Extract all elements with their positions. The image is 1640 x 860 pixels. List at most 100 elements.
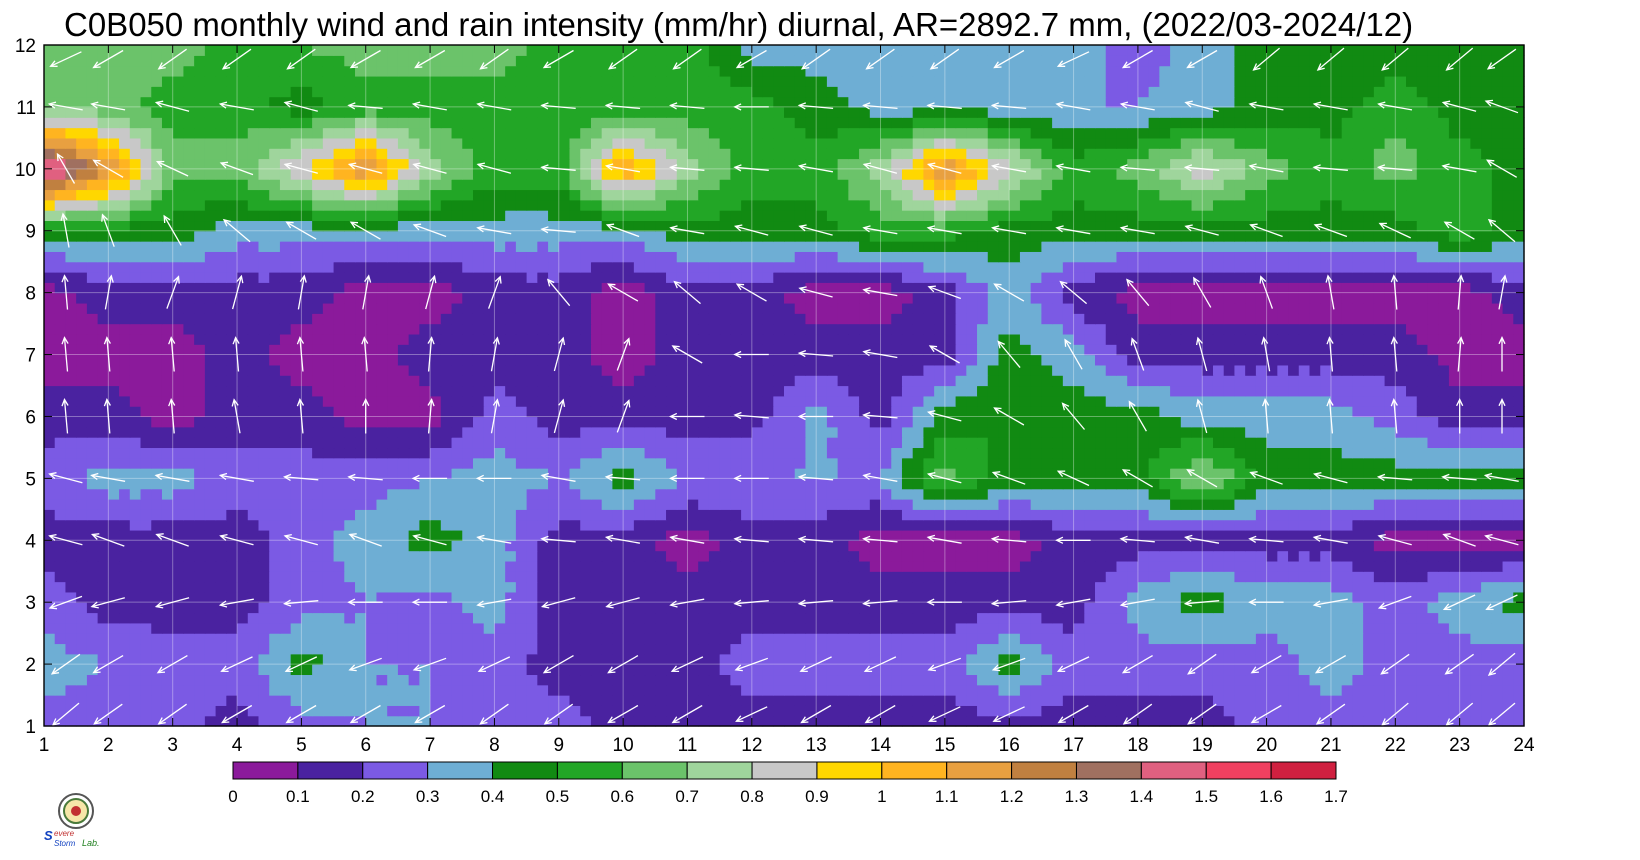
heat-cell xyxy=(376,447,388,459)
heat-cell xyxy=(76,674,88,686)
heat-cell xyxy=(1470,499,1482,510)
heat-cell xyxy=(666,705,678,717)
heat-cell xyxy=(1266,499,1278,510)
heat-cell xyxy=(1395,633,1407,645)
heat-cell xyxy=(1191,364,1203,376)
heat-cell xyxy=(1309,581,1321,593)
heat-cell xyxy=(119,488,131,500)
heat-cell xyxy=(247,622,260,634)
heat-cell xyxy=(129,519,142,531)
heat-cell xyxy=(1277,468,1289,479)
heat-cell xyxy=(451,385,463,397)
heat-cell xyxy=(1234,447,1246,459)
heat-cell xyxy=(1212,591,1225,603)
heat-cell xyxy=(430,695,442,706)
heat-cell xyxy=(901,416,914,428)
heat-cell xyxy=(97,426,109,438)
heat-cell xyxy=(805,602,817,614)
heat-cell xyxy=(526,622,538,634)
heat-cell xyxy=(901,406,914,418)
heat-cell xyxy=(880,560,892,572)
heat-cell xyxy=(172,705,185,717)
heat-cell xyxy=(1266,509,1278,521)
heat-cell xyxy=(569,375,581,387)
heat-cell xyxy=(1202,705,1214,717)
heat-cell xyxy=(204,591,217,603)
heat-cell xyxy=(966,509,978,521)
heat-cell xyxy=(515,705,528,717)
heat-cell xyxy=(987,602,1000,614)
heat-cell xyxy=(548,375,560,387)
heat-cell xyxy=(472,602,485,614)
heat-cell xyxy=(140,560,152,572)
heat-cell xyxy=(140,457,152,469)
heat-cell xyxy=(226,499,238,510)
heat-cell xyxy=(730,622,742,634)
heat-cell xyxy=(741,447,753,459)
heat-cell xyxy=(784,674,796,686)
heat-cell xyxy=(333,499,345,510)
heat-cell xyxy=(1330,437,1343,449)
heat-cell xyxy=(794,591,807,603)
heat-cell xyxy=(1266,684,1278,696)
heat-cell xyxy=(119,344,131,356)
heat-cell xyxy=(344,478,356,490)
heat-cell xyxy=(54,488,67,500)
heat-cell xyxy=(76,437,88,449)
heat-cell xyxy=(526,653,538,665)
heat-cell xyxy=(805,385,817,397)
heat-cell xyxy=(1137,395,1150,407)
heat-cell xyxy=(1320,375,1332,387)
heat-cell xyxy=(687,426,699,438)
heat-cell xyxy=(719,457,731,469)
heat-cell xyxy=(558,499,571,510)
heat-cell xyxy=(451,519,463,531)
heat-cell xyxy=(397,416,410,428)
heat-cell xyxy=(966,540,978,552)
heat-cell xyxy=(719,385,731,397)
heat-cell xyxy=(708,695,721,706)
heat-cell xyxy=(1105,426,1118,438)
heat-cell xyxy=(1266,591,1278,603)
heat-cell xyxy=(773,395,785,407)
heat-cell xyxy=(580,519,592,531)
heat-cell xyxy=(1459,653,1471,665)
heat-cell xyxy=(1298,499,1311,510)
heat-cell xyxy=(54,509,67,521)
heat-cell xyxy=(1438,447,1450,459)
heat-cell xyxy=(119,560,131,572)
heat-cell xyxy=(1266,437,1278,449)
heat-cell xyxy=(419,633,431,645)
heat-cell xyxy=(183,633,195,645)
heat-cell xyxy=(365,395,378,407)
heat-cell xyxy=(977,705,989,717)
heat-cell xyxy=(1180,519,1193,531)
heat-cell xyxy=(569,437,581,449)
heat-cell xyxy=(515,509,528,521)
heat-cell xyxy=(794,633,807,645)
heat-cell xyxy=(1330,509,1343,521)
heat-cell xyxy=(869,715,882,727)
heat-cell xyxy=(1277,643,1289,655)
heat-cell xyxy=(816,684,828,696)
heat-cell xyxy=(601,395,613,407)
heat-cell xyxy=(204,447,217,459)
heat-cell xyxy=(998,385,1010,397)
heat-cell xyxy=(1373,560,1386,572)
heat-cell xyxy=(1309,385,1321,397)
heat-cell xyxy=(365,664,378,676)
heat-cell xyxy=(312,437,324,449)
heat-cell xyxy=(129,385,142,397)
heat-cell xyxy=(762,653,774,665)
heat-cell xyxy=(912,674,925,686)
heat-cell xyxy=(633,612,646,624)
heat-cell xyxy=(741,529,753,541)
heat-cell xyxy=(194,468,206,479)
heat-cell xyxy=(1019,478,1032,490)
heat-cell xyxy=(687,581,699,593)
heat-cell xyxy=(1180,602,1193,614)
heat-cell xyxy=(408,478,420,490)
heat-cell xyxy=(805,499,817,510)
heat-cell xyxy=(623,695,635,706)
heat-cell xyxy=(76,550,88,562)
